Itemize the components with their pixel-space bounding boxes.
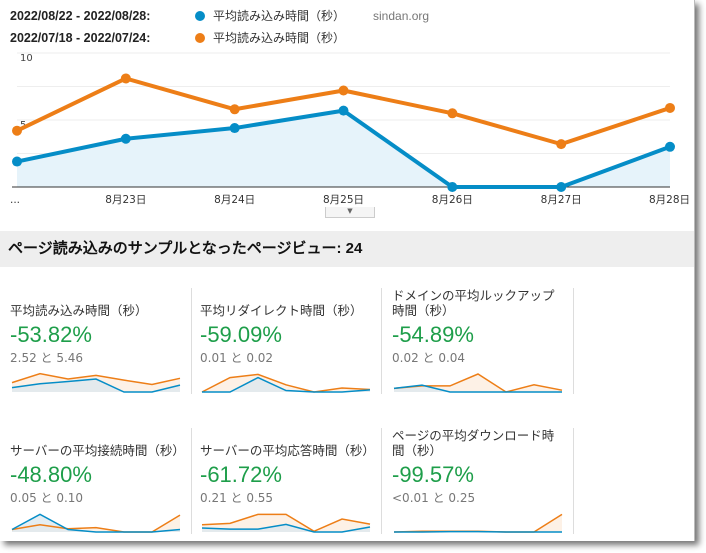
- legend-date-range: 2022/07/18 - 2022/07/24:: [10, 30, 151, 45]
- data-point: [447, 182, 458, 192]
- card-comparison: <0.01 と 0.25: [392, 491, 476, 505]
- metric-card[interactable]: ドメインの平均ルックアップ時間（秒） -54.89% 0.02 と 0.04: [392, 288, 574, 394]
- card-title: サーバーの平均接続時間（秒）: [10, 443, 185, 458]
- legend-metric: 平均読み込み時間（秒）: [213, 31, 346, 45]
- sparkline: [11, 372, 181, 393]
- card-title: 平均リダイレクト時間（秒）: [200, 303, 363, 318]
- card-title: サーバーの平均応答時間（秒）: [200, 443, 375, 458]
- metric-card[interactable]: サーバーの平均接続時間（秒） -48.80% 0.05 と 0.10: [10, 428, 192, 534]
- sparkline-previous: [393, 513, 563, 533]
- card-change-percent: -99.57%: [392, 462, 474, 487]
- data-point: [120, 133, 131, 144]
- data-point: [447, 108, 458, 119]
- sparkline-area: [202, 374, 370, 392]
- card-change-percent: -61.72%: [200, 462, 282, 487]
- x-tick-label: 8月23日: [105, 194, 146, 206]
- report-panel: 2022/08/22 - 2022/08/28: 平均読み込み時間（秒） sin…: [0, 0, 695, 541]
- x-tick-label: 8月26日: [432, 194, 473, 206]
- sparkline: [393, 513, 563, 533]
- data-point: [665, 102, 675, 113]
- card-comparison: 0.02 と 0.04: [392, 351, 466, 365]
- legend-metric: 平均読み込み時間（秒）: [213, 9, 346, 23]
- metric-card[interactable]: ページの平均ダウンロード時間（秒） -99.57% <0.01 と 0.25: [392, 428, 574, 534]
- x-tick-label: 8月25日: [323, 194, 364, 206]
- sparkline-current: [202, 376, 371, 393]
- card-change-percent: -59.09%: [200, 322, 282, 347]
- sparkline: [201, 513, 371, 533]
- x-tick-label: 8月27日: [541, 194, 582, 206]
- sparkline-area: [394, 385, 562, 392]
- expand-chart-button[interactable]: ▼: [325, 207, 375, 218]
- x-tick-label: ...: [10, 194, 20, 206]
- card-comparison: 0.21 と 0.55: [200, 491, 274, 505]
- sparkline: [201, 373, 371, 393]
- legend-date-range: 2022/08/22 - 2022/08/28:: [10, 8, 151, 23]
- watermark: sindan.org: [373, 8, 430, 23]
- metric-card[interactable]: 平均読み込み時間（秒） -53.82% 2.52 と 5.46: [10, 288, 192, 394]
- legend-dot-icon: [195, 10, 205, 21]
- card-comparison: 0.05 と 0.10: [10, 491, 84, 505]
- card-title: 平均読み込み時間（秒）: [10, 303, 148, 318]
- sparkline-current: [11, 378, 181, 393]
- legend-dot-icon: [195, 32, 205, 43]
- sparkline: [11, 513, 181, 533]
- data-point: [12, 156, 22, 167]
- data-point: [12, 125, 22, 136]
- sparkline-area: [394, 374, 562, 392]
- data-point: [229, 104, 240, 115]
- triangle-down-icon: ▼: [347, 207, 353, 215]
- sample-pageviews: ページ読み込みのサンプルとなったページビュー: 24: [0, 231, 694, 267]
- metric-card[interactable]: 平均リダイレクト時間（秒） -59.09% 0.01 と 0.02: [200, 288, 382, 394]
- card-title: ページの平均ダウンロード時間（秒）: [392, 428, 555, 458]
- sparkline-previous: [201, 513, 371, 533]
- data-point: [556, 182, 567, 192]
- sparkline: [393, 373, 563, 393]
- series-area: [17, 110, 670, 187]
- sparkline-previous: [201, 373, 371, 393]
- sparkline-area: [394, 514, 562, 532]
- sparkline-previous: [11, 372, 181, 386]
- data-point: [338, 105, 349, 116]
- card-change-percent: -48.80%: [10, 462, 92, 487]
- sparkline-current: [201, 523, 371, 533]
- sparkline-area: [202, 524, 370, 532]
- sparkline-current: [393, 384, 562, 393]
- data-point: [120, 73, 131, 84]
- legend-current: 2022/08/22 - 2022/08/28: 平均読み込み時間（秒） sin…: [10, 7, 429, 24]
- card-comparison: 2.52 と 5.46: [10, 351, 84, 365]
- sparkline-current: [11, 513, 181, 533]
- main-line-chart: 5 10... 8月23日 8月24日 8月25日 8月26日 8月27日 8月28日: [10, 52, 690, 206]
- data-point: [665, 141, 675, 152]
- data-point: [229, 123, 240, 134]
- x-tick-label: 8月24日: [214, 194, 255, 206]
- y-tick-label: 5: [20, 120, 26, 131]
- sparkline-area: [12, 514, 180, 532]
- sparkline-area: [202, 377, 370, 392]
- metric-card[interactable]: サーバーの平均応答時間（秒） -61.72% 0.21 と 0.55: [200, 428, 382, 534]
- data-point: [338, 85, 349, 96]
- data-point: [556, 139, 567, 150]
- card-change-percent: -54.89%: [392, 322, 474, 347]
- sparkline-area: [12, 379, 180, 392]
- sparkline-area: [202, 514, 370, 532]
- legend-previous: 2022/07/18 - 2022/07/24: 平均読み込み時間（秒）: [10, 29, 345, 46]
- y-tick-label: 10: [20, 53, 33, 64]
- card-title: ドメインの平均ルックアップ時間（秒）: [392, 288, 555, 318]
- card-change-percent: -53.82%: [10, 322, 92, 347]
- card-comparison: 0.01 と 0.02: [200, 351, 274, 365]
- x-tick-label: 8月28日: [649, 194, 690, 206]
